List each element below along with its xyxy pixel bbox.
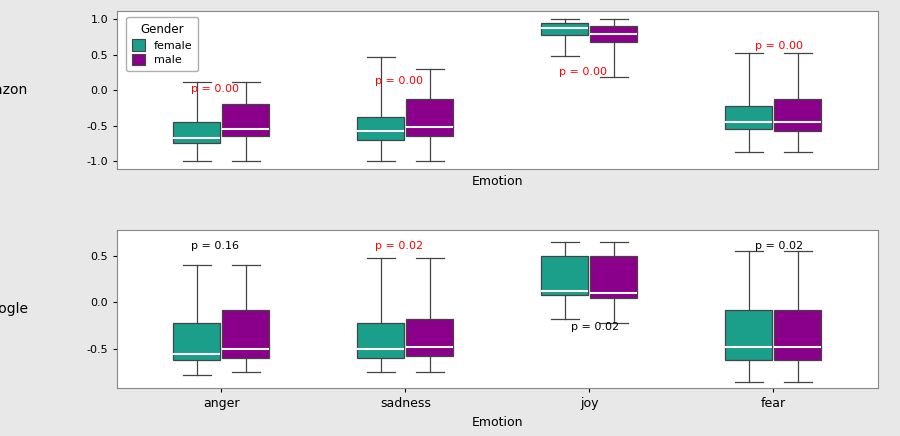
X-axis label: Emotion: Emotion — [472, 416, 523, 429]
Bar — [775, 310, 821, 360]
Text: p = 0.02: p = 0.02 — [572, 322, 619, 332]
Bar — [174, 122, 220, 143]
X-axis label: Emotion: Emotion — [472, 175, 523, 188]
Legend: female, male: female, male — [126, 17, 198, 71]
Y-axis label: Google: Google — [0, 302, 28, 316]
Bar — [174, 323, 220, 360]
Bar — [725, 310, 772, 360]
Bar — [357, 323, 404, 358]
Bar — [542, 255, 588, 295]
Bar — [725, 106, 772, 129]
Bar — [357, 117, 404, 140]
Bar — [407, 319, 453, 356]
Text: p = 0.00: p = 0.00 — [375, 76, 423, 86]
Bar — [222, 310, 269, 358]
Bar — [542, 23, 588, 35]
Bar — [775, 99, 821, 131]
Bar — [407, 99, 453, 136]
Bar — [590, 27, 637, 42]
Y-axis label: Amazon: Amazon — [0, 83, 28, 97]
Bar — [222, 104, 269, 136]
Text: p = 0.16: p = 0.16 — [191, 241, 239, 251]
Text: p = 0.00: p = 0.00 — [191, 84, 239, 94]
Text: p = 0.02: p = 0.02 — [755, 241, 804, 251]
Bar — [590, 255, 637, 298]
Text: p = 0.00: p = 0.00 — [559, 67, 608, 77]
Text: p = 0.02: p = 0.02 — [375, 241, 423, 251]
Text: p = 0.00: p = 0.00 — [755, 41, 804, 51]
